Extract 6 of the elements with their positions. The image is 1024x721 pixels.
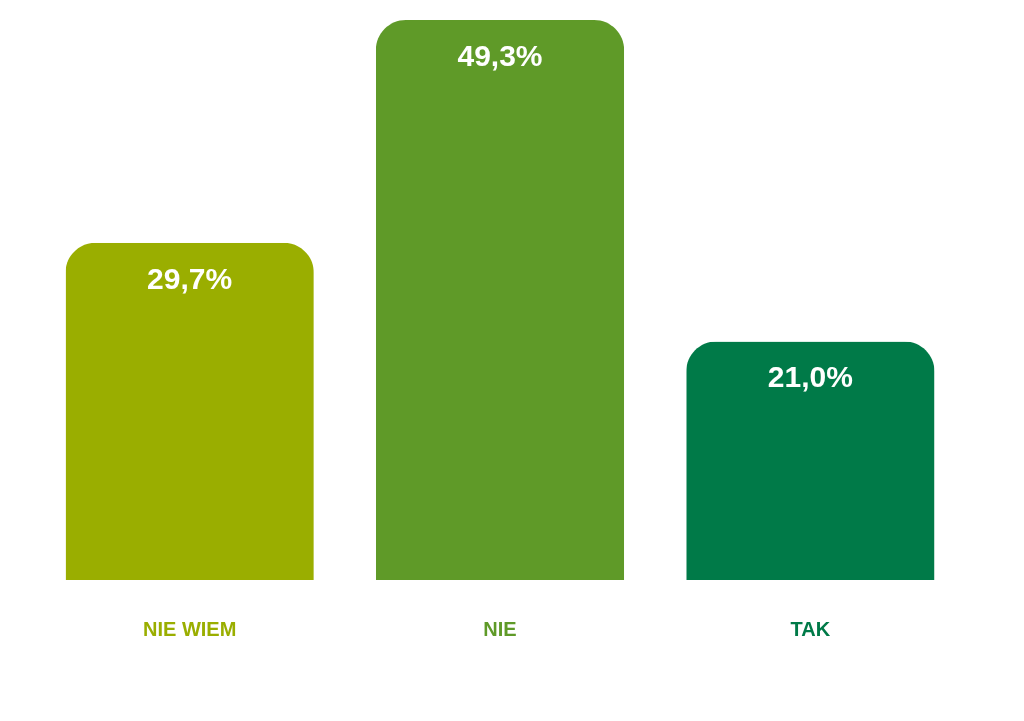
x-tick-label: NIE WIEM [142, 618, 237, 640]
data-label: 21,0% [767, 360, 853, 394]
x-tick-label: NIE [483, 618, 517, 640]
data-label: 49,3% [457, 39, 543, 72]
data-label: 29,7% [147, 261, 233, 295]
x-tick-label: TAK [790, 618, 831, 640]
